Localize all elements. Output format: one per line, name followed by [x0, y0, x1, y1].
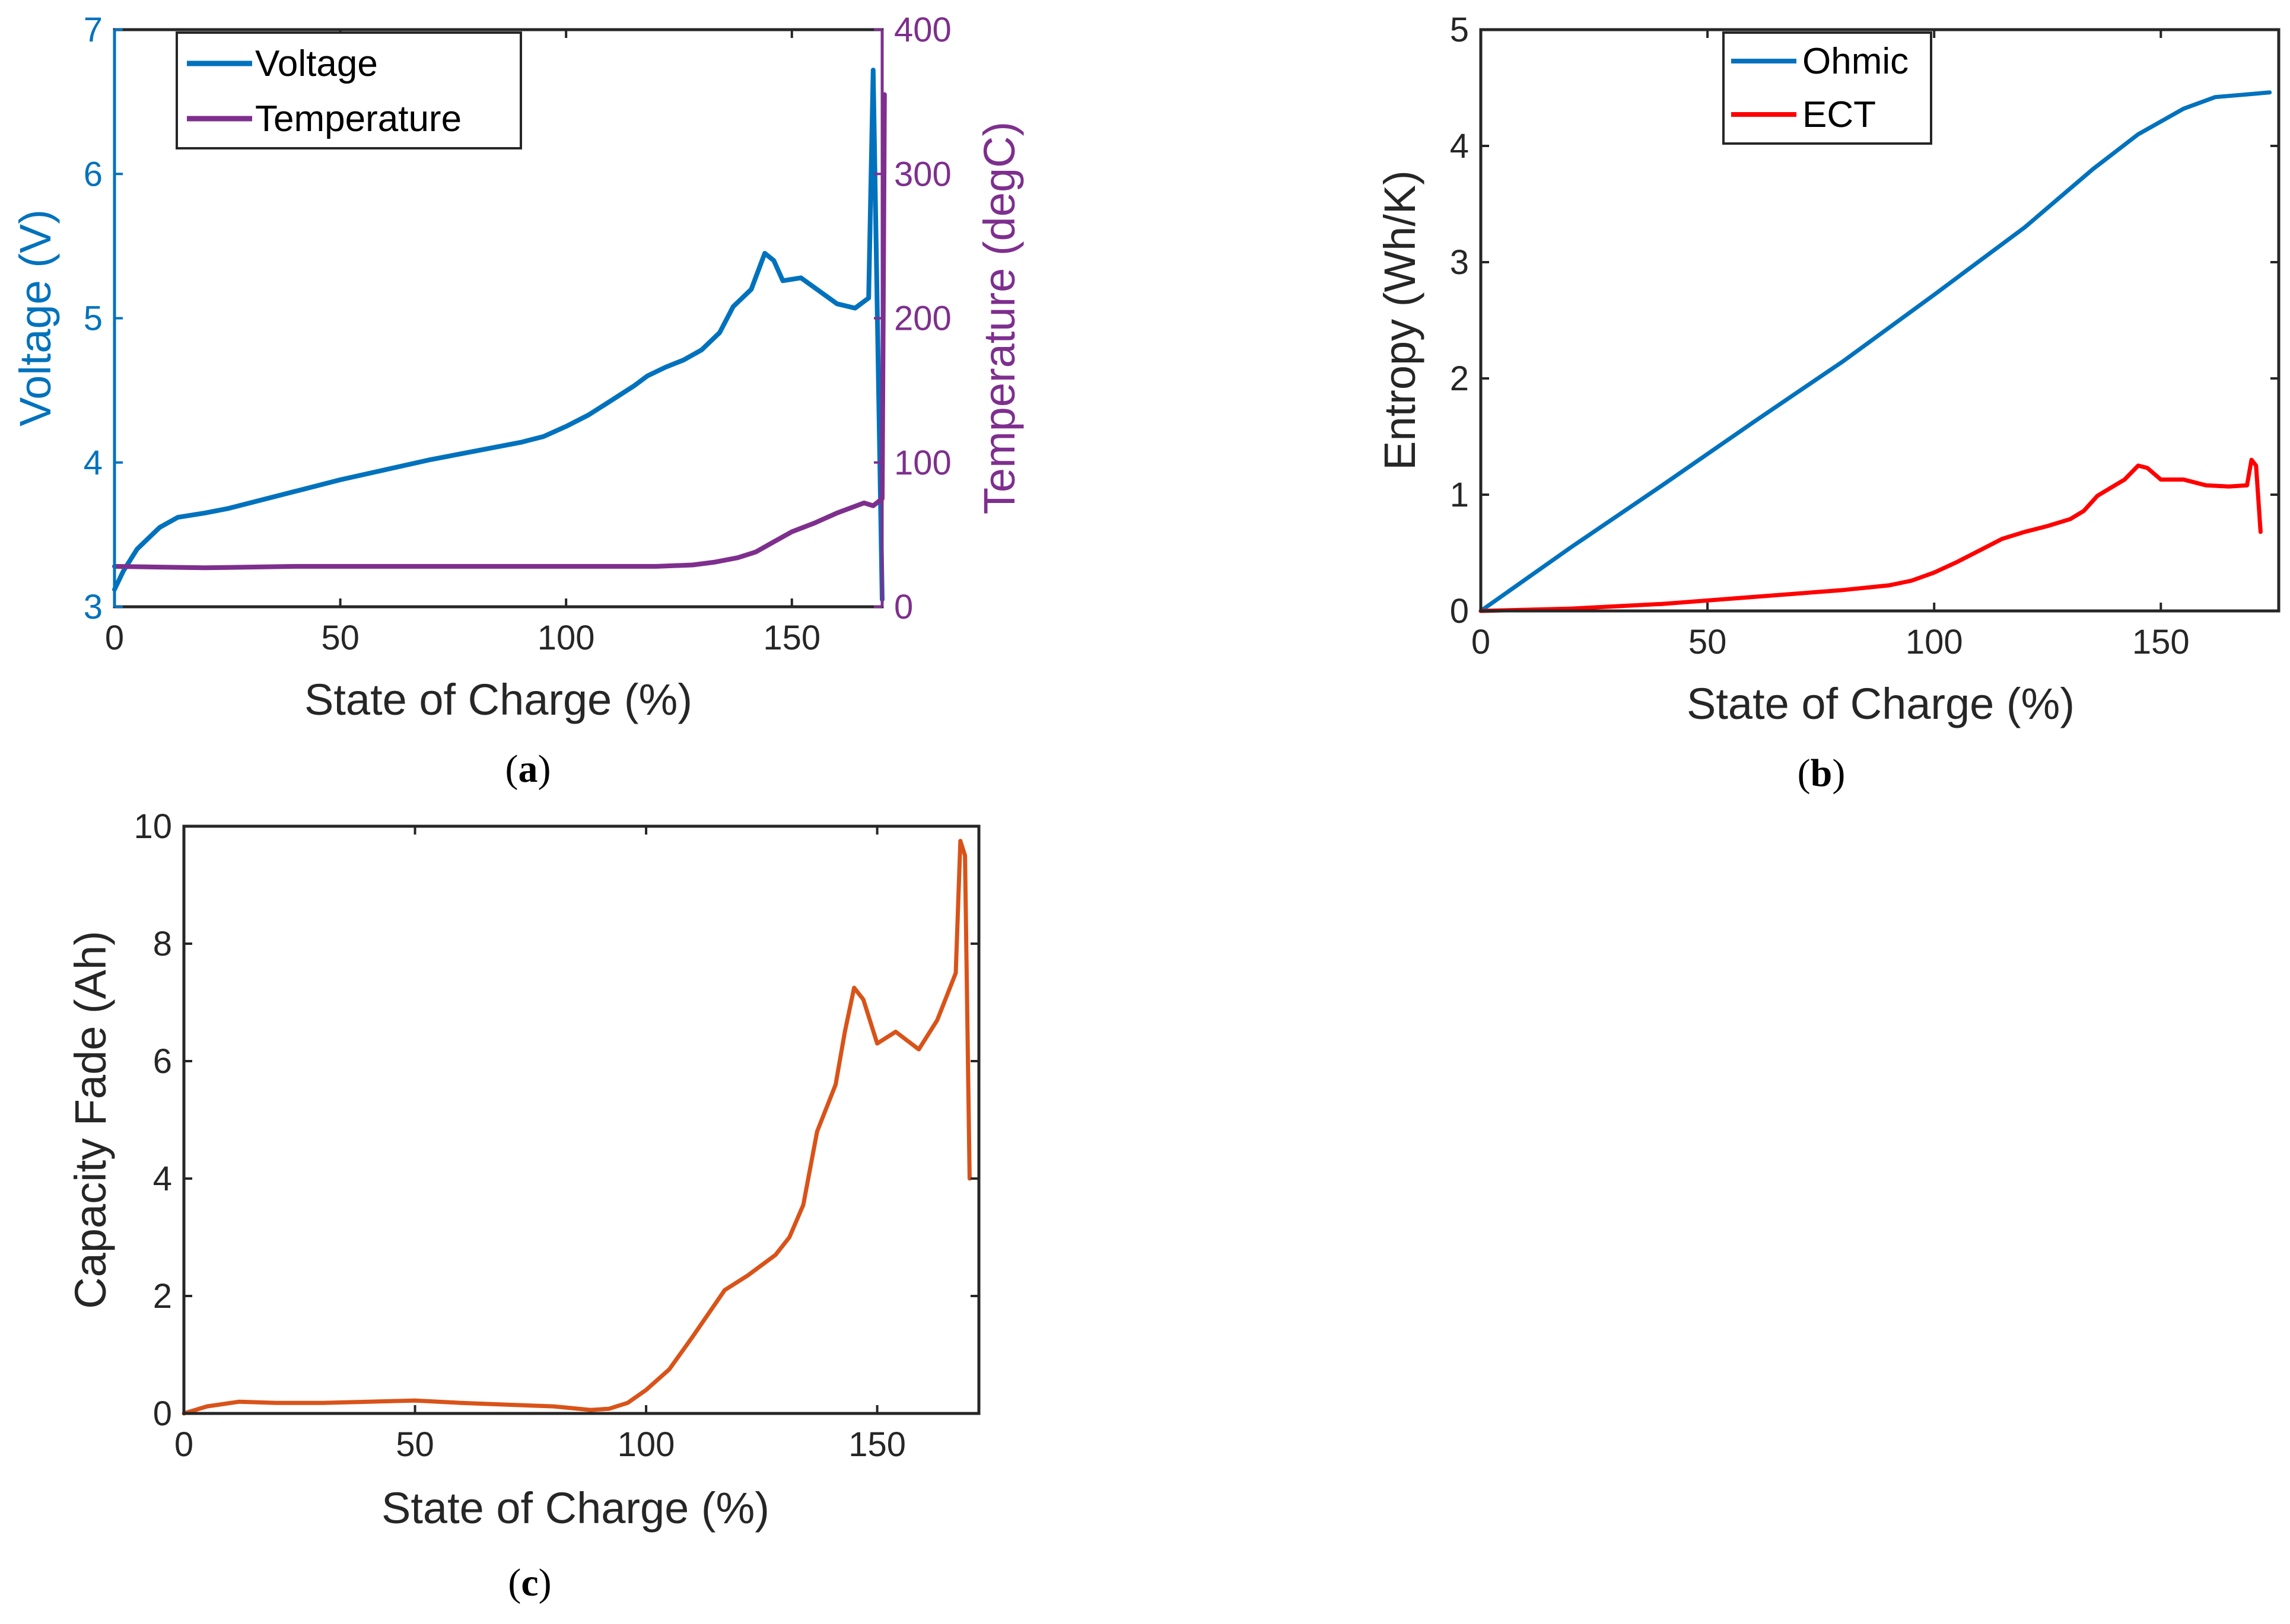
panel-a-y-axis-right-label: Temperature (degC) [975, 122, 1024, 514]
panel-c-caption: (c) [508, 1561, 551, 1604]
panel-a-y-right-tick-label: 200 [894, 300, 952, 338]
panel-b: 0 50 100 150 0 1 2 3 4 5 State of Charge (%) Entr… [1375, 11, 2281, 795]
panel-a-ticks: 0 50 100 150 3 4 5 6 7 0 100 200 300 400 [84, 11, 952, 657]
panel-c-series-line-capacity-fade [182, 839, 972, 1416]
panel-c-plot-lines [182, 839, 972, 1416]
panel-c: 0 50 100 150 0 2 4 6 8 10 State of Charge (%) Cap… [66, 807, 981, 1604]
panel-c-x-tick-label: 0 [174, 1425, 193, 1464]
panel-b-x-tick-label: 100 [1906, 623, 1963, 661]
panel-b-y-tick-label: 4 [1450, 127, 1469, 165]
legend-label-ect: ECT [1802, 94, 1876, 135]
panel-a: 0 50 100 150 3 4 5 6 7 0 100 200 300 400 State of Cha… [11, 11, 1024, 791]
panel-a-y-tick-label: 3 [84, 588, 103, 626]
panel-a-y-tick-label: 4 [84, 444, 103, 482]
panel-a-series-line-voltage [112, 68, 885, 602]
panel-a-x-axis-label: State of Charge (%) [304, 675, 692, 724]
panel-a-y-right-tick-label: 100 [894, 444, 952, 482]
panel-b-x-tick-label: 0 [1471, 623, 1490, 661]
panel-a-x-tick-label: 150 [763, 619, 820, 657]
panel-c-y-tick-label: 6 [153, 1042, 172, 1081]
panel-a-caption: (a) [505, 747, 551, 791]
panel-a-series-line-temperature [112, 92, 887, 571]
panel-b-y-tick-label: 0 [1450, 592, 1469, 631]
panel-b-y-tick-label: 1 [1450, 476, 1469, 514]
panel-a-y-axis-left-label: Voltage (V) [11, 209, 60, 426]
panel-b-plot-lines [1478, 90, 2272, 613]
panel-c-y-tick-label: 4 [153, 1160, 172, 1198]
panel-b-y-tick-label: 5 [1450, 11, 1469, 49]
panel-b-x-axis-label: State of Charge (%) [1687, 679, 2075, 728]
panel-a-legend: Voltage Temperature [176, 31, 522, 149]
panel-c-y-tick-label: 10 [133, 807, 172, 846]
panel-a-x-tick-label: 0 [105, 619, 124, 657]
panel-b-caption: (b) [1798, 752, 1846, 795]
legend-label-ohmic: Ohmic [1802, 41, 1909, 82]
panel-b-x-tick-label: 50 [1688, 623, 1727, 661]
panel-a-y-tick-label: 6 [84, 155, 103, 193]
panel-b-legend: Ohmic ECT [1722, 31, 1932, 145]
panel-a-plot-lines [112, 68, 887, 602]
panel-c-x-tick-label: 150 [848, 1425, 906, 1464]
panel-c-y-axis-label: Capacity Fade (Ah) [66, 931, 115, 1309]
panel-b-y-axis-label: Entropy (Wh/K) [1375, 170, 1424, 470]
legend-label-voltage: Voltage [255, 43, 378, 84]
legend-label-temperature: Temperature [255, 98, 462, 139]
panel-b-y-tick-label: 3 [1450, 243, 1469, 282]
panel-a-y-right-tick-label: 400 [894, 11, 952, 49]
panel-c-x-axis-label: State of Charge (%) [381, 1483, 769, 1533]
panel-b-y-tick-label: 2 [1450, 359, 1469, 398]
panel-c-x-tick-label: 100 [618, 1425, 675, 1464]
panel-a-x-tick-label: 100 [537, 619, 595, 657]
panel-b-series-line-ect [1478, 457, 2263, 613]
panel-a-legend-box [176, 31, 522, 149]
panel-b-ticks: 0 50 100 150 0 1 2 3 4 5 [1450, 11, 2279, 661]
panel-a-y-tick-label: 5 [84, 300, 103, 338]
panel-b-x-tick-label: 150 [2132, 623, 2190, 661]
panel-c-y-tick-label: 8 [153, 925, 172, 963]
panel-b-plot-frame [1479, 28, 2281, 613]
panel-c-x-tick-label: 50 [396, 1425, 434, 1464]
panel-c-y-tick-label: 0 [153, 1394, 172, 1433]
panel-a-y-tick-label: 7 [84, 11, 103, 49]
panel-c-y-tick-label: 2 [153, 1277, 172, 1316]
panel-b-legend-box [1722, 31, 1932, 145]
panel-b-series-line-ohmic [1478, 90, 2272, 613]
panel-a-y-right-tick-label: 0 [894, 588, 913, 626]
panel-a-x-tick-label: 50 [321, 619, 360, 657]
panel-c-plot-frame [182, 824, 981, 1415]
panel-a-y-right-tick-label: 300 [894, 155, 952, 193]
panel-c-ticks: 0 50 100 150 0 2 4 6 8 10 [133, 807, 979, 1464]
